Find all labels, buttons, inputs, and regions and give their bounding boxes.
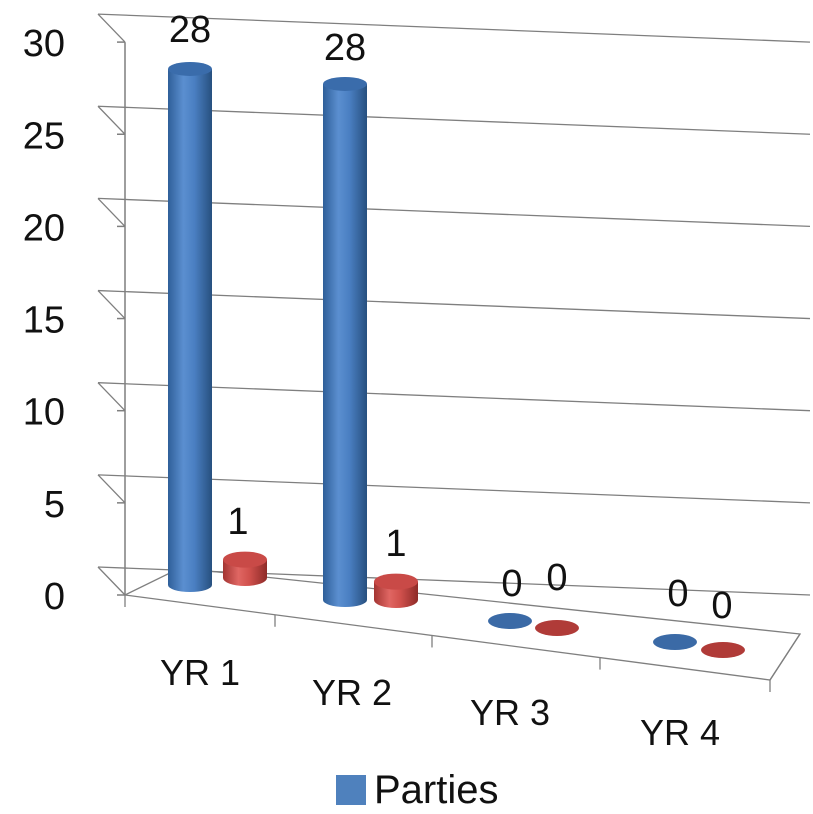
y-tick-label: 10 [23, 392, 65, 434]
x-category-label: YR 1 [160, 652, 240, 693]
data-label: 0 [711, 585, 732, 627]
side-gridline [97, 474, 126, 504]
side-gridline [97, 566, 126, 596]
bar-series2-3-top [535, 620, 579, 636]
back-gridline [97, 105, 811, 135]
data-label: 28 [324, 27, 366, 69]
bar-series2-1-top [223, 551, 267, 568]
y-tick-label: 25 [23, 115, 65, 157]
back-gridline [97, 289, 811, 320]
data-label: 1 [385, 523, 406, 565]
bar-series1-3 [488, 613, 532, 629]
bar-series1-4-top [653, 634, 697, 650]
bar-series1-2 [323, 76, 367, 607]
back-gridline [97, 197, 811, 228]
axes [117, 41, 802, 692]
data-label: 0 [667, 573, 688, 615]
legend-label-parties: Parties [374, 768, 499, 812]
legend: Parties [336, 770, 499, 810]
y-tick-labels: 0 5 10 15 20 25 30 [23, 23, 65, 618]
data-label: 1 [227, 501, 248, 543]
side-gridline [97, 105, 126, 135]
bar-series2-3 [535, 620, 579, 636]
bar-series1-1-top [168, 61, 212, 76]
bar-series1-4 [653, 634, 697, 650]
legend-swatch-parties [336, 775, 366, 805]
side-gridline [97, 382, 126, 412]
side-gridline [97, 197, 126, 227]
x-category-label: YR 4 [640, 712, 720, 753]
bar-series1-3-top [488, 613, 532, 629]
bar-series1-1-body [168, 68, 212, 592]
bar-series2-4 [701, 642, 745, 658]
bar-series1-1 [168, 61, 212, 592]
y-tick-label: 15 [23, 300, 65, 342]
bar-series2-4-top [701, 642, 745, 658]
y-tick-label: 30 [23, 23, 65, 65]
bar-series2-1 [223, 551, 267, 586]
floor-right-edge [769, 633, 801, 681]
x-tick-labels: YR 1 YR 2 YR 3 YR 4 [160, 652, 720, 753]
data-label: 0 [501, 563, 522, 605]
y-tick-label: 20 [23, 207, 65, 249]
bar-series1-2-top [323, 76, 367, 91]
side-gridline [97, 290, 126, 320]
y-tick-label: 5 [44, 484, 65, 526]
bar-series2-2-top [374, 573, 418, 590]
bar-series1-2-body [323, 83, 367, 607]
x-category-label: YR 2 [312, 672, 392, 713]
bars [168, 61, 745, 658]
back-gridline [97, 13, 811, 43]
data-label: 0 [546, 557, 567, 599]
data-label: 28 [169, 9, 211, 51]
bar-series2-2 [374, 573, 418, 608]
back-gridline [97, 474, 811, 504]
x-category-label: YR 3 [470, 692, 550, 733]
back-gridline [97, 382, 811, 412]
side-gridline [97, 13, 126, 43]
y-tick-label: 0 [44, 576, 65, 618]
